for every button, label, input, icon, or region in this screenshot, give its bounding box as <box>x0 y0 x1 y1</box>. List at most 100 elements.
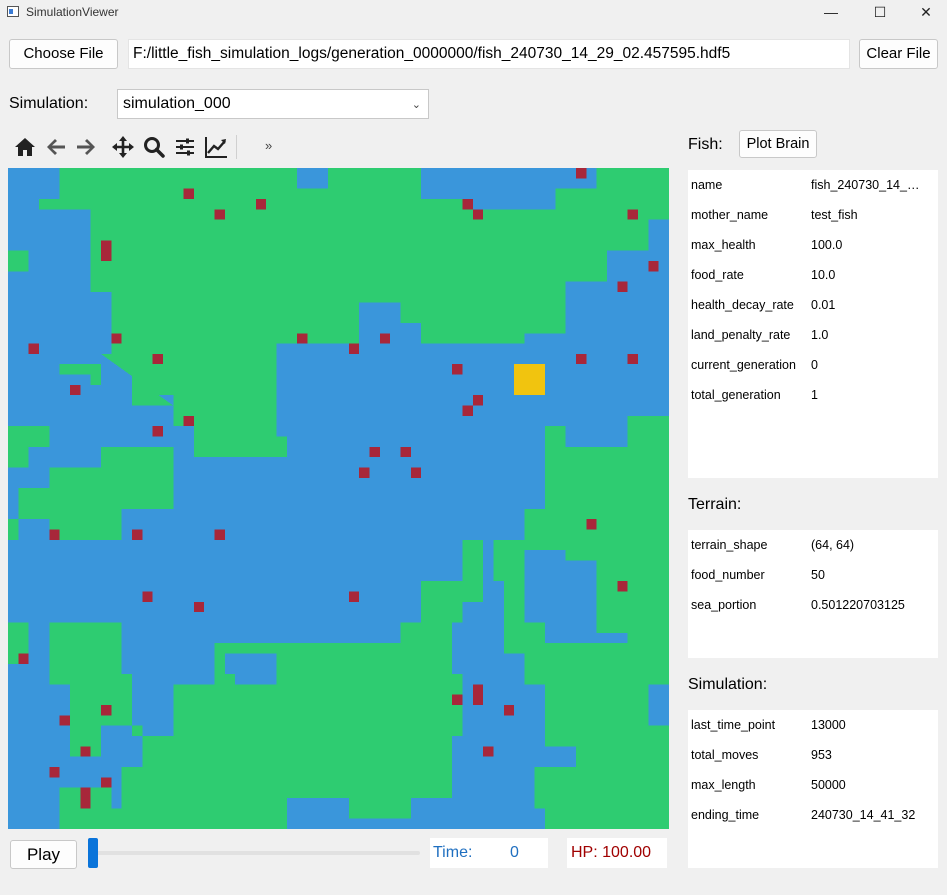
food-pellet <box>28 343 39 354</box>
plot-brain-button[interactable]: Plot Brain <box>739 130 817 158</box>
terrain-value: 50 <box>811 568 825 582</box>
pan-icon[interactable] <box>110 134 136 160</box>
fish-key: name <box>691 178 723 192</box>
time-slider-handle[interactable] <box>88 838 98 868</box>
food-pellet <box>472 694 484 706</box>
time-label: Time: <box>433 844 473 861</box>
food-pellet <box>462 405 473 416</box>
time-slider-track[interactable] <box>94 851 420 855</box>
toolbar-separator <box>236 135 237 159</box>
forward-arrow-icon[interactable] <box>73 134 99 160</box>
food-pellet <box>80 746 91 757</box>
fish-row-health-decay-rate: health_decay_rate 0.01 <box>688 290 938 320</box>
food-pellet <box>183 188 194 199</box>
food-pellet <box>255 198 267 210</box>
food-pellet <box>69 384 81 396</box>
land-region <box>100 353 287 458</box>
simulation-select[interactable]: simulation_000 ⌄ <box>117 89 429 119</box>
simulation-value: 50000 <box>811 778 846 792</box>
food-pellet <box>576 353 587 365</box>
fish-key: mother_name <box>691 208 769 222</box>
food-pellet <box>472 684 484 695</box>
fish-properties-table: name fish_240730_14_2... mother_name test_f… <box>688 170 938 478</box>
food-pellet <box>627 353 639 365</box>
food-pellet <box>100 777 112 788</box>
food-pellet <box>131 529 143 540</box>
configure-subplots-icon[interactable] <box>172 134 198 160</box>
food-pellet <box>617 281 628 292</box>
terrain-key: terrain_shape <box>691 538 768 552</box>
land-region <box>8 426 50 468</box>
food-pellet <box>80 787 91 799</box>
food-pellet <box>142 591 153 602</box>
food-pellet <box>359 467 370 478</box>
clear-file-button[interactable]: Clear File <box>859 39 938 69</box>
terrain-map-svg <box>8 168 669 829</box>
food-pellet <box>214 209 225 220</box>
land-region <box>38 168 669 406</box>
food-pellet <box>462 198 473 210</box>
fish-row-max-health: max_health 100.0 <box>688 230 938 260</box>
simulation-select-label: Simulation: <box>9 95 89 112</box>
fish-section-title: Fish: <box>688 136 723 153</box>
food-pellet <box>193 601 205 613</box>
food-pellet <box>214 529 225 540</box>
close-button[interactable]: ✕ <box>920 4 932 20</box>
time-value: 0 <box>510 844 519 861</box>
simulation-key: ending_time <box>691 808 760 822</box>
terrain-row-sea-portion: sea_portion 0.501220703125 <box>688 590 938 620</box>
food-pellet <box>648 260 659 272</box>
simulation-row-total-moves: total_moves 953 <box>688 740 938 770</box>
file-path-field[interactable]: F:/little_fish_simulation_logs/generatio… <box>128 39 850 69</box>
food-pellet <box>472 209 484 220</box>
simulation-select-value: simulation_000 <box>123 95 231 112</box>
fish-value: 1 <box>811 388 818 402</box>
maximize-button[interactable]: ☐ <box>873 4 887 20</box>
fish-value: test_fish <box>811 208 858 222</box>
fish-row-mother-name: mother_name test_fish <box>688 200 938 230</box>
minimize-button[interactable]: — <box>824 4 838 20</box>
hp-readout: HP: 100.00 <box>567 838 667 868</box>
food-pellet <box>410 467 422 478</box>
food-pellet <box>472 395 484 406</box>
food-pellet <box>348 591 360 602</box>
food-pellet <box>100 705 112 716</box>
food-pellet <box>297 333 308 344</box>
food-pellet <box>452 364 463 375</box>
simulation-section-title: Simulation: <box>688 676 768 693</box>
back-arrow-icon[interactable] <box>43 134 69 160</box>
food-pellet <box>152 426 163 437</box>
fish-row-current-generation: current_generation 0 <box>688 350 938 380</box>
food-pellet <box>379 333 391 344</box>
terrain-section-title: Terrain: <box>688 496 742 513</box>
fish-value: 10.0 <box>811 268 836 282</box>
home-icon[interactable] <box>12 134 38 160</box>
fish-value: 1.0 <box>811 328 829 342</box>
time-readout: Time: 0 <box>430 838 548 868</box>
food-pellet <box>183 415 194 427</box>
food-pellet <box>400 446 411 458</box>
food-pellet <box>452 694 463 706</box>
fish-row-food-rate: food_rate 10.0 <box>688 260 938 290</box>
food-pellet <box>18 653 29 664</box>
zoom-icon[interactable] <box>141 134 167 160</box>
food-pellet <box>100 250 112 261</box>
terrain-map[interactable] <box>8 168 669 829</box>
land-region <box>8 415 669 829</box>
play-button[interactable]: Play <box>10 840 77 869</box>
choose-file-button[interactable]: Choose File <box>9 39 118 69</box>
food-pellet <box>152 353 163 365</box>
fish-key: health_decay_rate <box>691 298 794 312</box>
simulation-row-max-length: max_length 50000 <box>688 770 938 800</box>
terrain-row-food-number: food_number 50 <box>688 560 938 590</box>
simulation-key: max_length <box>691 778 756 792</box>
fish-marker <box>514 364 546 396</box>
more-icon[interactable]: » <box>265 138 273 153</box>
sea-region <box>224 653 277 685</box>
fish-row-total-generation: total_generation 1 <box>688 380 938 410</box>
simulation-row-last-time-point: last_time_point 13000 <box>688 710 938 740</box>
simulation-key: total_moves <box>691 748 759 762</box>
hp-text: HP: 100.00 <box>571 844 652 861</box>
simulation-value: 953 <box>811 748 832 762</box>
edit-axis-icon[interactable] <box>203 134 229 160</box>
